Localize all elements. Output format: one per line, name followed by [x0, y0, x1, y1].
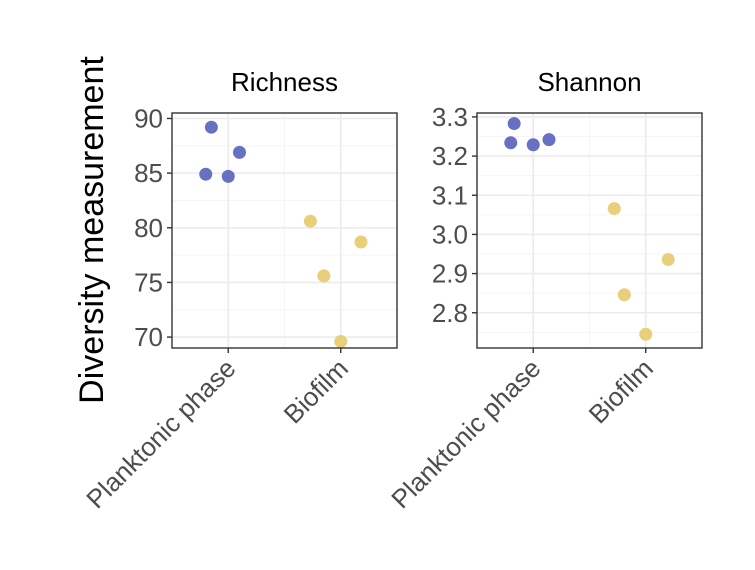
data-point [317, 269, 331, 283]
data-point [221, 169, 235, 183]
panel-border [171, 112, 398, 349]
y-tick-label: 90 [134, 103, 163, 133]
data-point [607, 202, 621, 216]
data-point [507, 117, 521, 131]
y-tick-label: 3.1 [432, 180, 468, 210]
y-tick-label: 70 [134, 322, 163, 352]
y-tick-label: 2.8 [432, 298, 468, 328]
data-point [303, 214, 317, 228]
data-point [334, 334, 348, 348]
data-point [526, 138, 540, 152]
data-point [639, 327, 653, 341]
facet-title: Richness [231, 67, 338, 97]
data-point [617, 288, 631, 302]
data-point [661, 252, 675, 266]
y-tick-label: 3.3 [432, 102, 468, 132]
data-point [542, 133, 556, 147]
y-tick-label: 3.2 [432, 141, 468, 171]
y-axis-label: Diversity measurement [73, 56, 111, 404]
data-point [204, 120, 218, 134]
y-tick-label: 2.9 [432, 259, 468, 289]
panel-border [476, 112, 703, 349]
facet-title: Shannon [537, 67, 641, 97]
x-tick-label: Planktonic phase [385, 353, 546, 514]
data-point [233, 145, 246, 159]
y-tick-label: 75 [134, 267, 163, 297]
data-point [504, 136, 518, 150]
x-tick-label: Biofilm [278, 353, 354, 429]
data-point [354, 235, 368, 249]
x-tick-label: Biofilm [583, 353, 659, 429]
y-tick-label: 80 [134, 213, 163, 243]
data-point [199, 167, 213, 181]
y-tick-label: 3.0 [432, 219, 468, 249]
y-tick-label: 85 [134, 158, 163, 188]
